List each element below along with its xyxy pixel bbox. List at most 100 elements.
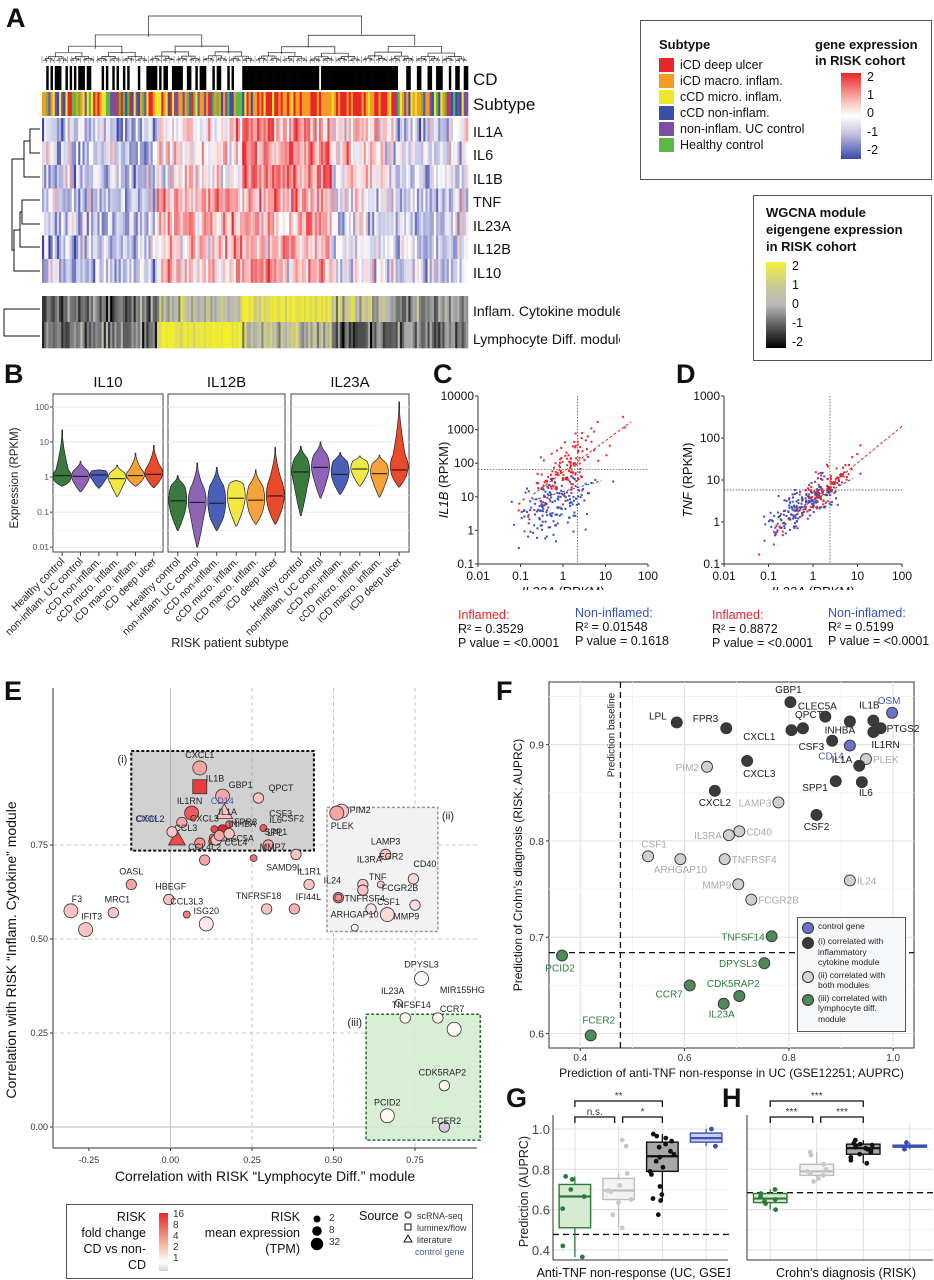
- module-cell: [344, 322, 347, 349]
- heatmap-cell: [463, 165, 467, 189]
- heatmap-cell: [314, 235, 318, 260]
- heatmap-cell: [314, 212, 318, 236]
- heatmap-cell: [252, 118, 256, 142]
- data-point-noninflamed: [794, 509, 797, 512]
- module-cell: [44, 322, 47, 349]
- dendrogram-branch: [43, 59, 48, 62]
- heatmap-cell: [278, 235, 281, 260]
- heatmap-cell: [171, 235, 175, 260]
- violin: [246, 469, 266, 525]
- heatmap-cell: [61, 259, 64, 283]
- cd-cell: [376, 66, 379, 90]
- heatmap-cell: [203, 259, 207, 283]
- violin: [350, 455, 370, 487]
- cd-cell: [395, 66, 399, 90]
- module-cell: [314, 296, 318, 323]
- wgcna-colorbar: [766, 262, 786, 348]
- heatmap-cell: [129, 212, 132, 236]
- box-point: [853, 1144, 858, 1150]
- heatmap-cell: [278, 141, 281, 166]
- heatmap-cell: [154, 141, 158, 166]
- heatmap-cell: [331, 118, 335, 142]
- heatmap-cell: [329, 141, 332, 166]
- module-cell: [73, 322, 77, 349]
- expr-tick-label: -1: [867, 124, 879, 139]
- subtype-cell: [399, 92, 403, 116]
- heatmap-cell: [310, 259, 313, 283]
- gene-label: FCER2: [432, 1116, 462, 1126]
- data-point-inflamed: [817, 483, 820, 486]
- heatmap-cell: [103, 188, 107, 213]
- module-cell: [355, 296, 358, 323]
- subtype-cell: [122, 92, 126, 116]
- gene-label: IL24: [857, 876, 877, 887]
- heatmap-cell: [208, 259, 211, 283]
- heatmap-cell: [48, 259, 51, 283]
- data-point-noninflamed: [564, 496, 567, 499]
- data-point-noninflamed: [799, 490, 802, 493]
- dendrogram-branch: [209, 59, 214, 61]
- heatmap-cell: [231, 212, 234, 236]
- module-cell: [363, 322, 367, 349]
- heatmap-cell: [325, 141, 328, 166]
- cd-cell: [325, 66, 328, 90]
- heatmap-cell: [457, 259, 460, 283]
- heatmap-cell: [457, 212, 460, 236]
- heatmap-cell: [188, 259, 192, 283]
- heatmap-cell: [295, 212, 298, 236]
- heatmap-cell: [387, 141, 390, 166]
- data-point-inflamed: [575, 457, 578, 460]
- gene-label: CDK5RAP2: [419, 1068, 467, 1078]
- heatmap-cell: [316, 165, 320, 189]
- heatmap-cell: [303, 212, 307, 236]
- heatmap-cell: [318, 188, 322, 213]
- data-point-inflamed: [818, 488, 821, 491]
- subtype-legend-label: cCD non-inflam.: [680, 106, 770, 120]
- data-point-inflamed: [568, 470, 571, 473]
- heatmap-cell: [167, 188, 171, 213]
- heatmap-cell: [250, 165, 254, 189]
- heatmap-cell: [261, 141, 264, 166]
- module-cell: [148, 296, 151, 323]
- heatmap-cell: [237, 212, 241, 236]
- module-cell: [218, 296, 222, 323]
- cd-cell: [80, 66, 83, 90]
- module-cell: [278, 322, 281, 349]
- cd-cell: [367, 66, 371, 90]
- heatmap-cell: [340, 212, 343, 236]
- heatmap-cell: [120, 212, 124, 236]
- data-point-noninflamed: [560, 507, 563, 510]
- heatmap-cell: [206, 141, 209, 166]
- cd-cell: [86, 66, 90, 90]
- heatmap-cell: [272, 212, 275, 236]
- heatmap-cell: [78, 141, 81, 166]
- heatmap-cell: [54, 235, 58, 260]
- x-tick-label: 0.50: [325, 1155, 343, 1165]
- heatmap-cell: [461, 118, 465, 142]
- heatmap-cell: [137, 259, 141, 283]
- data-point-inflamed: [569, 461, 572, 464]
- square-shape-icon: [404, 1223, 412, 1231]
- subtype-cell: [323, 92, 326, 116]
- cd-cell: [282, 66, 286, 90]
- heatmap-cell: [142, 118, 145, 142]
- y-axis-label: Prediction (AUPRC): [517, 1136, 531, 1247]
- module-cell: [284, 296, 288, 323]
- data-point-inflamed: [573, 440, 576, 443]
- data-point-noninflamed: [801, 499, 804, 502]
- data-point-inflamed: [546, 496, 549, 499]
- module-cell: [129, 296, 132, 323]
- module-cell: [359, 322, 362, 349]
- heatmap-cell: [218, 188, 222, 213]
- data-point-inflamed: [817, 477, 820, 480]
- dendrogram-branch: [68, 45, 123, 54]
- data-point-noninflamed: [793, 522, 796, 525]
- data-point-inflamed: [565, 451, 568, 454]
- module-cell: [459, 322, 462, 349]
- heatmap-cell: [389, 118, 392, 142]
- data-point-inflamed: [859, 444, 862, 447]
- heatmap-cell: [282, 212, 286, 236]
- data-point-inflamed: [517, 509, 520, 512]
- size-legend-ticks: 2 8 32: [329, 1213, 340, 1249]
- data-point-inflamed: [552, 485, 555, 488]
